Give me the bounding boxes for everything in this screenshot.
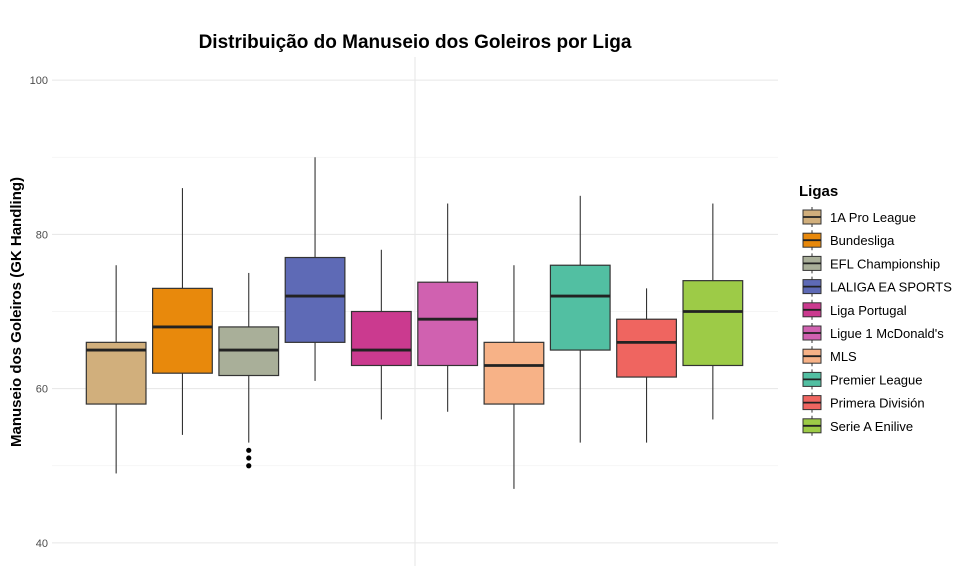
box-group xyxy=(682,203,744,420)
box xyxy=(682,280,744,367)
box xyxy=(284,256,346,343)
box-group xyxy=(350,249,412,420)
y-tick-label: 40 xyxy=(36,538,48,550)
outlier-point xyxy=(246,463,252,469)
box-group xyxy=(152,188,213,435)
box xyxy=(152,287,213,374)
legend-item: Serie A Enilive xyxy=(802,415,913,436)
box-group xyxy=(616,288,677,443)
legend-label: Bundesliga xyxy=(830,233,895,248)
legend-label: Liga Portugal xyxy=(830,303,907,318)
chart-title: Distribuição do Manuseio dos Goleiros po… xyxy=(199,32,632,53)
y-tick-label: 80 xyxy=(36,229,48,241)
legend-item: Liga Portugal xyxy=(802,299,907,320)
box xyxy=(549,264,611,351)
box-group xyxy=(218,272,280,469)
legend-item: EFL Championship xyxy=(802,253,940,274)
legend-label: MLS xyxy=(830,349,857,364)
legend-item: Bundesliga xyxy=(802,230,895,251)
legend-label: Premier League xyxy=(830,372,923,387)
box xyxy=(350,310,412,367)
legend-item: LALIGA EA SPORTS xyxy=(802,276,952,297)
box xyxy=(616,318,677,378)
legend-label: EFL Championship xyxy=(830,256,940,271)
legend-label: LALIGA EA SPORTS xyxy=(830,280,952,295)
legend-title: Ligas xyxy=(799,183,838,200)
legend-item: Ligue 1 McDonald's xyxy=(802,323,944,343)
box-group xyxy=(483,265,545,489)
box xyxy=(417,281,479,367)
y-tick-label: 60 xyxy=(36,384,48,396)
outlier-point xyxy=(246,455,252,461)
y-axis-label: Manuseio dos Goleiros (GK Handling) xyxy=(8,177,25,447)
legend-label: 1A Pro League xyxy=(830,210,916,225)
plot-area: 40 60 80 100 xyxy=(30,57,778,566)
legend-label: Primera División xyxy=(830,396,925,411)
legend: Ligas 1A Pro League Bundesliga EFL Champio… xyxy=(799,183,952,436)
box-group xyxy=(284,157,346,381)
legend-item: Primera División xyxy=(802,392,925,413)
legend-label: Serie A Enilive xyxy=(830,419,913,434)
box xyxy=(483,341,545,405)
box-group xyxy=(549,195,611,443)
legend-item: Premier League xyxy=(802,369,923,390)
outlier-point xyxy=(246,447,252,453)
legend-item: 1A Pro League xyxy=(802,207,916,227)
box-group xyxy=(417,203,479,412)
legend-label: Ligue 1 McDonald's xyxy=(830,326,944,341)
box xyxy=(85,341,147,405)
legend-item: MLS xyxy=(802,346,857,367)
y-tick-label: 100 xyxy=(30,75,48,87)
box-group xyxy=(85,265,147,474)
